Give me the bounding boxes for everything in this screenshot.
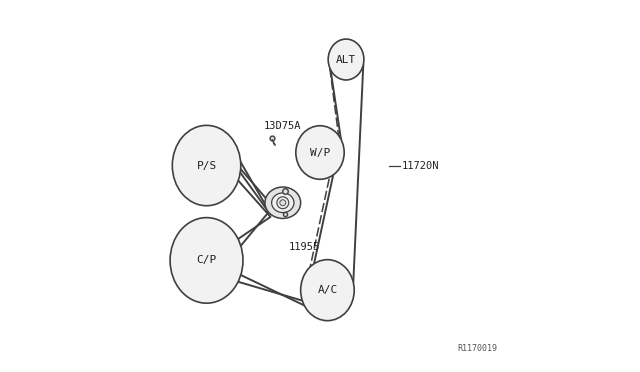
Ellipse shape <box>170 218 243 303</box>
Text: P/S: P/S <box>196 161 217 170</box>
Text: 13D75A: 13D75A <box>264 122 301 131</box>
Ellipse shape <box>265 187 301 218</box>
Ellipse shape <box>328 39 364 80</box>
Ellipse shape <box>301 260 354 321</box>
Text: 11720N: 11720N <box>402 161 439 170</box>
Ellipse shape <box>277 197 289 209</box>
Text: A/C: A/C <box>317 285 337 295</box>
Text: R1170019: R1170019 <box>458 344 498 353</box>
Ellipse shape <box>280 200 286 206</box>
Text: C/P: C/P <box>196 256 217 265</box>
Ellipse shape <box>172 125 241 206</box>
Text: 11955: 11955 <box>289 243 319 252</box>
Ellipse shape <box>271 193 294 212</box>
Text: W/P: W/P <box>310 148 330 157</box>
Ellipse shape <box>296 126 344 179</box>
Text: ALT: ALT <box>336 55 356 64</box>
